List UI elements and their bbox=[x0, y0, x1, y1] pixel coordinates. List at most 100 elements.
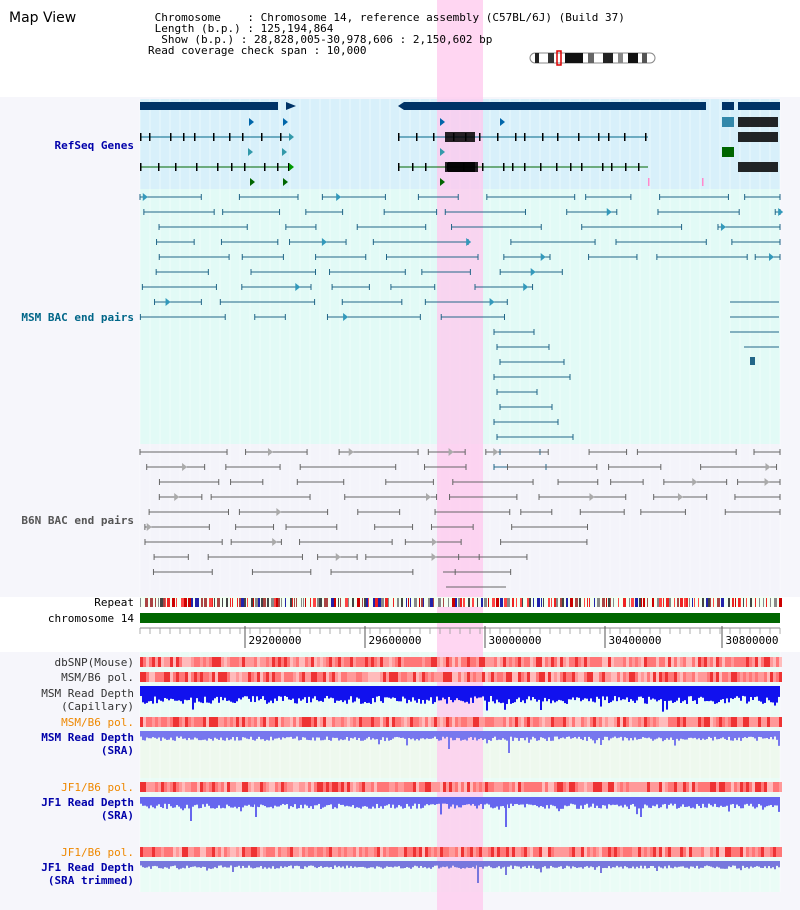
snp-density-cell bbox=[500, 657, 503, 667]
repeat-element bbox=[230, 598, 231, 607]
read-depth-bar bbox=[162, 731, 164, 738]
snp-density-cell bbox=[311, 847, 314, 857]
read-depth-bar bbox=[670, 797, 672, 804]
read-depth-bar bbox=[426, 731, 428, 739]
repeat-element bbox=[327, 598, 328, 607]
snp-density-cell bbox=[737, 717, 740, 727]
snp-density-cell bbox=[170, 847, 173, 857]
snp-density-cell bbox=[212, 782, 215, 792]
repeat-element bbox=[261, 598, 264, 607]
read-depth-bar bbox=[374, 797, 376, 809]
snp-density-cell bbox=[365, 782, 368, 792]
repeat-element bbox=[597, 598, 600, 607]
snp-density-cell bbox=[416, 847, 419, 857]
snp-density-cell bbox=[626, 847, 629, 857]
snp-density-cell bbox=[395, 657, 398, 667]
snp-density-cell bbox=[278, 717, 281, 727]
read-depth-bar bbox=[766, 861, 768, 869]
dbsnp-track-label[interactable]: dbSNP(Mouse) bbox=[54, 656, 134, 669]
read-depth-bar bbox=[254, 731, 256, 741]
read-depth-bar bbox=[762, 861, 764, 868]
read-depth-bar bbox=[516, 861, 518, 867]
read-depth-bar bbox=[610, 861, 612, 869]
snp-density-cell bbox=[380, 672, 383, 682]
snp-density-cell bbox=[290, 672, 293, 682]
snp-density-cell bbox=[143, 782, 146, 792]
snp-density-cell bbox=[605, 717, 608, 727]
read-depth-spike bbox=[255, 797, 257, 817]
snp-density-cell bbox=[743, 782, 746, 792]
read-depth-bar bbox=[628, 731, 630, 741]
msm-depth-capillary-label[interactable]: MSM Read Depth bbox=[41, 687, 134, 700]
snp-density-cell bbox=[314, 847, 317, 857]
read-depth-bar bbox=[256, 861, 258, 868]
repeat-element bbox=[195, 598, 198, 607]
read-depth-bar bbox=[772, 861, 774, 868]
read-depth-bar bbox=[240, 731, 242, 741]
read-depth-bar bbox=[290, 686, 292, 700]
read-depth-bar bbox=[712, 861, 714, 868]
read-depth-bar bbox=[738, 861, 740, 869]
read-depth-bar bbox=[150, 861, 152, 869]
snp-density-cell bbox=[389, 847, 392, 857]
snp-density-cell bbox=[146, 847, 149, 857]
read-depth-bar bbox=[368, 731, 370, 737]
bac-end-arrow bbox=[431, 553, 437, 561]
snp-density-cell bbox=[212, 847, 215, 857]
read-depth-bar bbox=[406, 686, 408, 704]
read-depth-bar bbox=[578, 797, 580, 809]
read-depth-bar bbox=[678, 731, 680, 741]
read-depth-bar bbox=[580, 731, 582, 739]
snp-density-cell bbox=[260, 782, 263, 792]
snp-density-cell bbox=[449, 717, 452, 727]
msm-pol-track-label[interactable]: MSM/B6 pol. bbox=[61, 671, 134, 684]
read-depth-bar bbox=[472, 686, 474, 703]
snp-density-cell bbox=[158, 782, 161, 792]
b6n-bac-track-label[interactable]: B6N BAC end pairs bbox=[21, 514, 134, 527]
jf1-pol-trimmed-track-label[interactable]: JF1/B6 pol. bbox=[61, 846, 134, 859]
read-depth-bar bbox=[730, 861, 732, 868]
snp-density-cell bbox=[581, 782, 584, 792]
repeat-track-label[interactable]: Repeat bbox=[94, 596, 134, 609]
snp-density-cell bbox=[653, 657, 656, 667]
read-depth-bar bbox=[644, 861, 646, 866]
snp-density-cell bbox=[176, 847, 179, 857]
read-depth-bar bbox=[184, 686, 186, 700]
snp-density-cell bbox=[638, 847, 641, 857]
snp-density-cell bbox=[608, 717, 611, 727]
read-depth-bar bbox=[522, 731, 524, 739]
snp-density-cell bbox=[755, 847, 758, 857]
read-depth-bar bbox=[766, 731, 768, 738]
read-depth-bar bbox=[696, 861, 698, 866]
bac-end-arrow bbox=[267, 448, 273, 456]
snp-density-cell bbox=[425, 717, 428, 727]
jf1-depth-trimmed-label[interactable]: JF1 Read Depth bbox=[41, 861, 134, 874]
read-depth-bar bbox=[748, 861, 750, 869]
read-depth-bar bbox=[722, 731, 724, 738]
gene-arrow bbox=[440, 178, 445, 186]
snp-density-cell bbox=[401, 672, 404, 682]
read-depth-bar bbox=[156, 797, 158, 806]
snp-density-cell bbox=[596, 782, 599, 792]
jf1-pol-track-label[interactable]: JF1/B6 pol. bbox=[61, 781, 134, 794]
read-depth-bar bbox=[242, 797, 244, 808]
refseq-track-label[interactable]: RefSeq Genes bbox=[54, 139, 134, 152]
msm-pol-sra-track-label[interactable]: MSM/B6 pol. bbox=[61, 716, 134, 729]
repeat-element bbox=[602, 598, 605, 607]
read-depth-bar bbox=[572, 797, 574, 805]
snp-density-cell bbox=[593, 847, 596, 857]
snp-density-cell bbox=[497, 847, 500, 857]
read-depth-bar bbox=[150, 731, 152, 739]
read-depth-bar bbox=[456, 797, 458, 806]
msm-bac-track-label[interactable]: MSM BAC end pairs bbox=[21, 311, 134, 324]
jf1-depth-sra-label[interactable]: JF1 Read Depth bbox=[41, 796, 134, 809]
read-depth-bar bbox=[414, 731, 416, 741]
msm-depth-sra-label[interactable]: MSM Read Depth bbox=[41, 731, 134, 744]
snp-density-cell bbox=[707, 782, 710, 792]
read-depth-bar bbox=[544, 861, 546, 867]
read-depth-bar bbox=[676, 861, 678, 868]
axis-tick-label: 29600000 bbox=[369, 634, 422, 647]
read-depth-bar bbox=[278, 686, 280, 697]
snp-density-cell bbox=[707, 847, 710, 857]
